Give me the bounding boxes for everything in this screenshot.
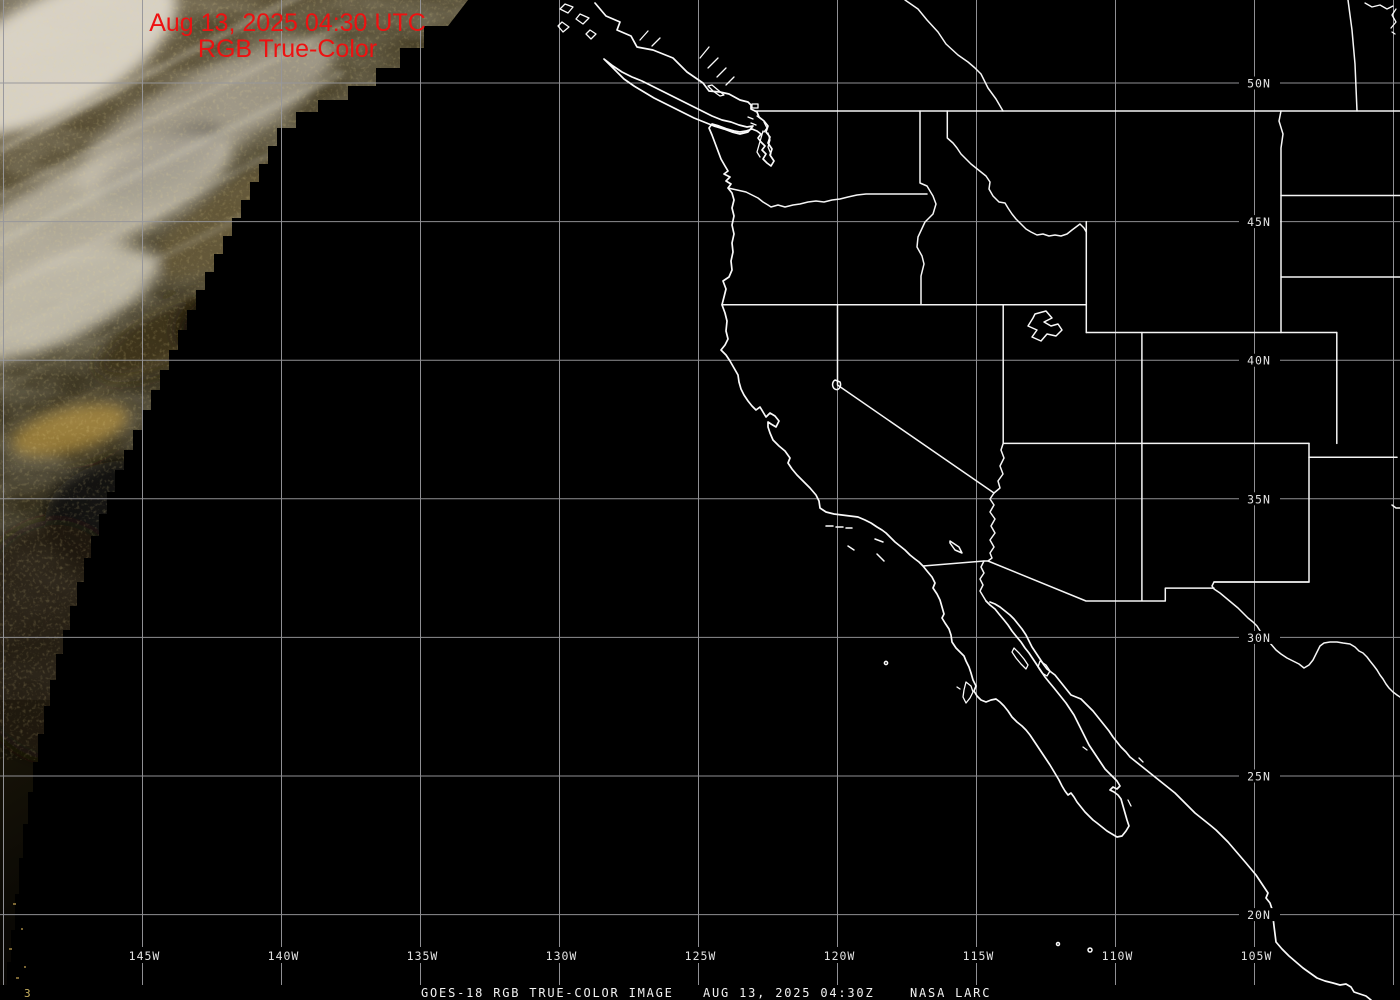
mexico-mainland-coastline [989, 601, 1372, 1000]
border-id-mt [946, 110, 1088, 237]
caption-credit: NASA LARC [910, 986, 991, 1000]
vancouver-island [603, 58, 754, 135]
grid-labels: 50N 45N 40N 35N 30N 25N 20N 145W 140W 13… [121, 76, 1280, 963]
lakes-and-islands [825, 2, 1397, 953]
coastlines [557, 2, 1372, 1000]
border-red-river-stub [1391, 504, 1400, 509]
colorado-river-delta [979, 560, 987, 602]
border-ca-nv [836, 304, 995, 494]
rio-grande-river [1211, 581, 1400, 698]
state-country-borders [721, 0, 1400, 698]
latitude-labels: 50N 45N 40N 35N 30N 25N 20N [1239, 76, 1280, 922]
lon-label-115w: 115W [963, 949, 995, 963]
lon-label-110w: 110W [1102, 949, 1134, 963]
channel-islands [825, 525, 885, 562]
tiburon-island [1037, 660, 1051, 677]
lat-label-25n: 25N [1247, 770, 1271, 784]
border-ca-az-colorado-river [987, 492, 996, 562]
puget-sound-channels [756, 130, 772, 158]
san-juan-islands [747, 103, 768, 133]
bottom-caption: 3 GOES-18 RGB TRUE-COLOR IMAGE AUG 13, 2… [24, 986, 991, 1000]
saskatchewan-lakes [1364, 2, 1397, 35]
bc-fjords [639, 30, 735, 86]
lon-label-130w: 130W [546, 949, 578, 963]
border-mt-east-wy-east [1278, 110, 1284, 334]
lon-label-135w: 135W [407, 949, 439, 963]
bc-islands [557, 3, 597, 40]
angel-de-la-guarda-island [1011, 647, 1029, 670]
lat-label-50n: 50N [1247, 77, 1271, 91]
socorro-island [1087, 947, 1093, 953]
lon-label-125w: 125W [685, 949, 717, 963]
lat-label-45n: 45N [1247, 215, 1271, 229]
great-salt-lake [1027, 310, 1063, 342]
texada-island [707, 84, 725, 97]
border-sk-mb [1347, 0, 1358, 112]
terminator-glint-specks [9, 903, 26, 979]
guadalupe-island [883, 660, 889, 666]
caption-product: GOES-18 RGB TRUE-COLOR IMAGE [421, 986, 674, 1000]
gulf-of-california-islets [1082, 746, 1144, 807]
lon-label-120w: 120W [824, 949, 856, 963]
lat-label-20n: 20N [1247, 908, 1271, 922]
caption-datetime: AUG 13, 2025 04:30Z [703, 986, 874, 1000]
lon-label-145w: 145W [129, 949, 161, 963]
cedros-island [956, 681, 974, 704]
longitude-labels: 145W 140W 135W 130W 125W 120W 115W 110W … [121, 947, 1276, 963]
lat-label-35n: 35N [1247, 492, 1271, 506]
roca-partida-island [1055, 941, 1061, 947]
lon-label-140w: 140W [268, 949, 300, 963]
lat-label-30n: 30N [1247, 631, 1271, 645]
lat-label-40n: 40N [1247, 354, 1271, 368]
pacific-coastline [594, 2, 1130, 838]
lake-tahoe [831, 379, 842, 391]
border-nv-az-colorado-river [993, 442, 1005, 494]
border-wa-or-columbia [727, 187, 928, 208]
border-bc-ab [904, 0, 1004, 112]
lon-label-105w: 105W [1241, 949, 1273, 963]
border-wa-id-snake-river [916, 110, 937, 306]
salton-sea [949, 540, 963, 554]
frame-number: 3 [24, 987, 31, 1000]
